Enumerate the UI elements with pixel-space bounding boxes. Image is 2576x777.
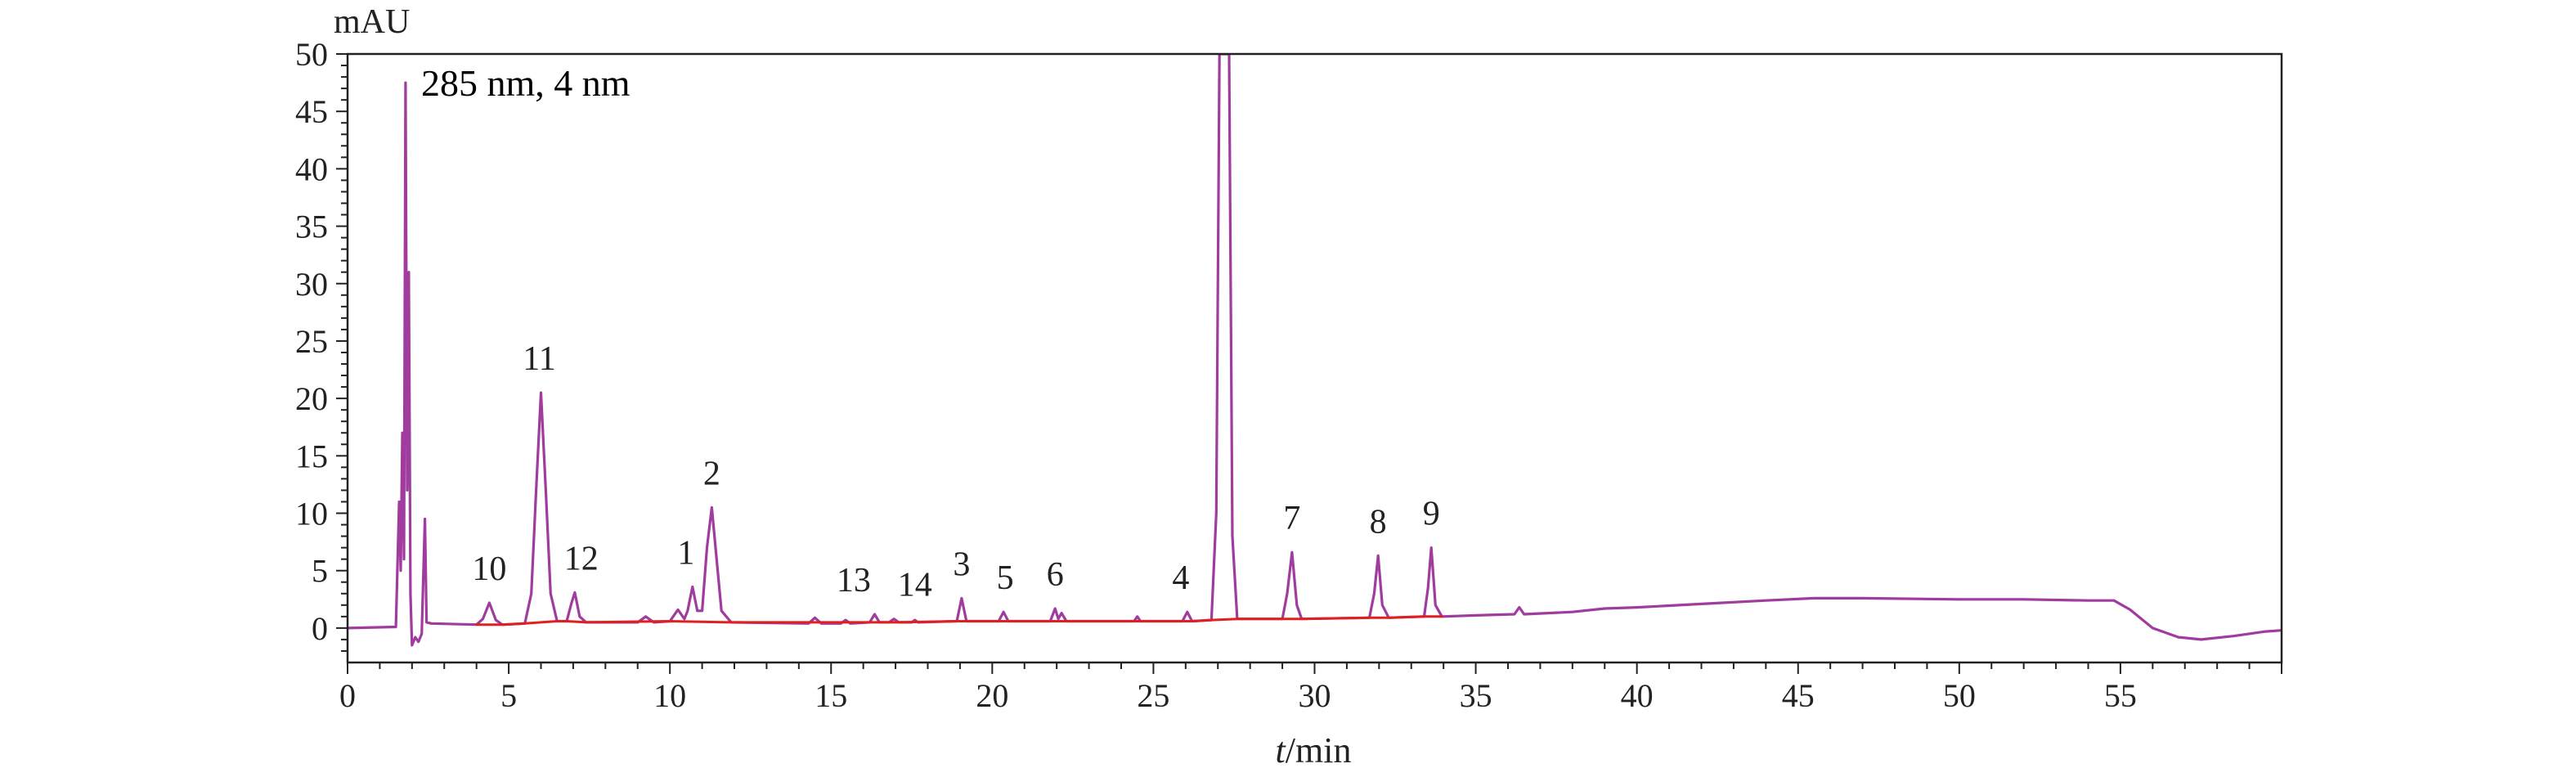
peak-label-11: 11 <box>523 340 555 378</box>
y-tick-label: 30 <box>295 266 328 303</box>
x-axis-label-symbol: t <box>1276 730 1287 770</box>
wavelength-annotation: 285 nm, 4 nm <box>421 62 631 104</box>
peak-label-4: 4 <box>1172 559 1189 597</box>
peak-label-13: 13 <box>837 562 871 600</box>
x-tick-label: 45 <box>1782 677 1815 714</box>
axes: 0 5 10 15 20 25 30 35 40 45 50 55051015202530354045… <box>295 36 2283 714</box>
peak-label-6: 6 <box>1047 556 1064 594</box>
y-tick-label: 40 <box>295 150 328 187</box>
x-tick-label: 55 <box>2104 677 2137 714</box>
peak-label-10: 10 <box>472 550 506 588</box>
peak-label-7: 7 <box>1283 500 1300 537</box>
peak-label-12: 12 <box>564 540 599 577</box>
y-tick-label: 5 <box>312 553 328 590</box>
x-axis-label-unit: /min <box>1286 730 1352 770</box>
x-tick-label: 50 <box>1943 677 1976 714</box>
y-tick-label: 15 <box>295 438 328 474</box>
plot-frame <box>346 52 2283 664</box>
peak-label-8: 8 <box>1370 503 1387 541</box>
x-tick-label: 25 <box>1137 677 1169 714</box>
y-tick-label: 25 <box>295 323 328 360</box>
x-tick-label: 15 <box>815 677 847 714</box>
peak-label-14: 14 <box>898 567 932 604</box>
x-tick-label: 30 <box>1299 677 1331 714</box>
y-tick-label: 20 <box>295 380 328 417</box>
y-tick-label: 45 <box>295 93 328 130</box>
y-axis-unit-label: mAU <box>334 3 410 41</box>
peak-label-2: 2 <box>703 455 720 492</box>
peak-label-9: 9 <box>1423 496 1440 533</box>
peak-label-1: 1 <box>677 534 694 572</box>
x-tick-label: 40 <box>1621 677 1654 714</box>
y-tick-label: 35 <box>295 209 328 245</box>
y-tick-label: 10 <box>295 496 328 532</box>
peak-label-3: 3 <box>953 546 970 583</box>
x-axis-label: t/min <box>1276 730 1352 770</box>
x-tick-label: 35 <box>1460 677 1492 714</box>
y-tick-label: 0 <box>312 610 328 647</box>
x-tick-label: 0 <box>339 677 356 714</box>
plot-area <box>348 54 2282 647</box>
baseline-trace <box>475 615 1443 627</box>
x-tick-label: 10 <box>653 677 686 714</box>
x-tick-label: 20 <box>976 677 1008 714</box>
x-tick-label: 5 <box>500 677 517 714</box>
y-tick-label: 50 <box>295 36 328 73</box>
peak-label-5: 5 <box>997 559 1014 597</box>
signal-trace <box>348 54 2282 647</box>
